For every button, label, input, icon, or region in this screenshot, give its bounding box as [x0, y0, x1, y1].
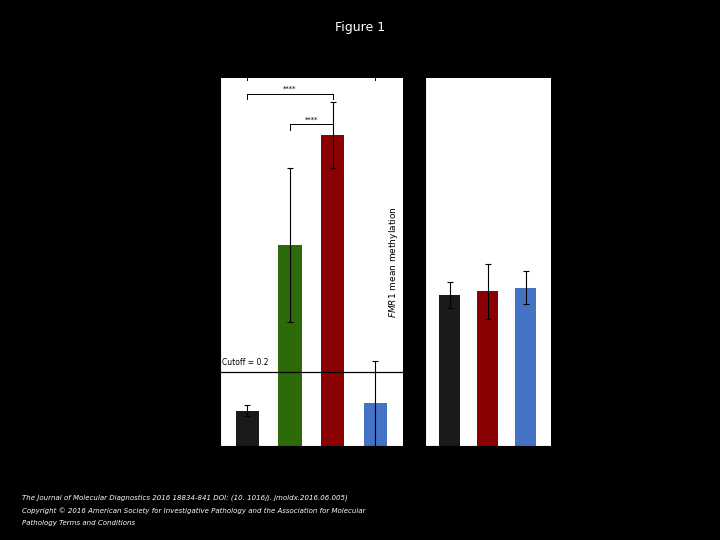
Bar [439, 295, 460, 446]
Text: Copyright © 2016 American Society for Investigative Pathology and the Associatio: Copyright © 2016 American Society for In… [22, 508, 365, 514]
Bar [279, 245, 302, 446]
Text: A: A [221, 57, 235, 75]
Text: Figure 1: Figure 1 [335, 21, 385, 33]
Bar [321, 135, 344, 446]
Y-axis label: $\it{FMR1}$ mean methylation: $\it{FMR1}$ mean methylation [387, 206, 400, 318]
Text: ****: **** [305, 116, 318, 123]
Bar [477, 291, 498, 446]
Bar [235, 410, 259, 445]
Text: Cutoff = 0.2: Cutoff = 0.2 [222, 357, 269, 367]
Bar [364, 403, 387, 446]
Text: ****: **** [283, 86, 297, 92]
Text: B: B [427, 57, 441, 75]
Y-axis label: $\it{FMR1}$ mean methylation: $\it{FMR1}$ mean methylation [182, 206, 195, 318]
Text: The Journal of Molecular Diagnostics 2016 18834-841 DOI: (10. 1016/j. jmoldx.201: The Journal of Molecular Diagnostics 201… [22, 494, 347, 501]
Text: ****: **** [305, 67, 318, 73]
Bar [516, 288, 536, 445]
Text: Pathology Terms and Conditions: Pathology Terms and Conditions [22, 519, 135, 525]
